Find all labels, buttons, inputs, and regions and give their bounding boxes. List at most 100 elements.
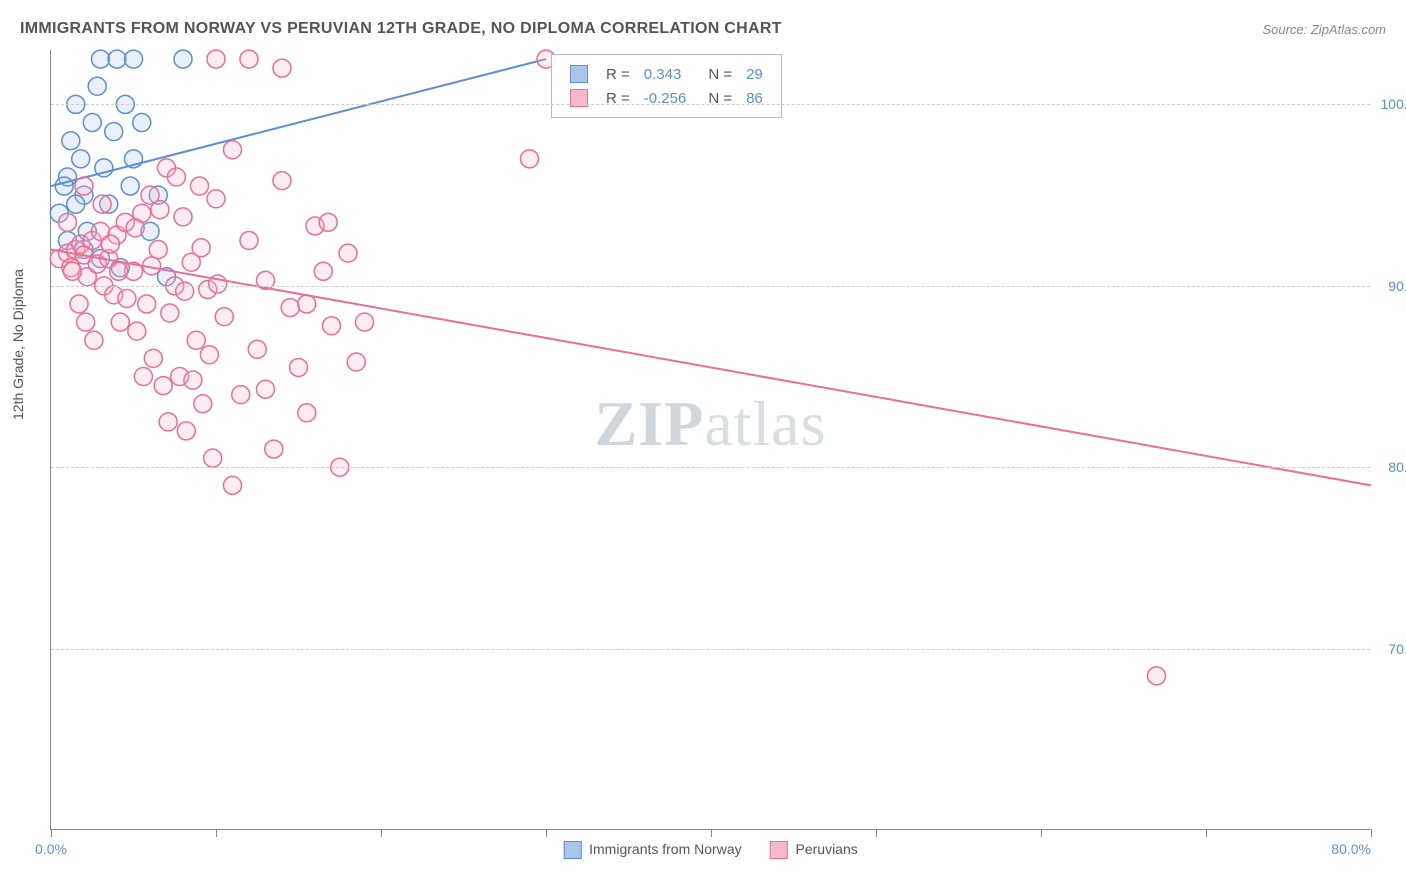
data-point [224,141,242,159]
x-tick [1041,829,1042,837]
data-point [232,386,250,404]
plot-area: ZIPatlas R =0.343N =29R =-0.256N =86 Imm… [50,50,1370,830]
r-label: R = [600,87,636,109]
data-point [149,241,167,259]
data-point [63,262,81,280]
data-point [55,177,73,195]
y-tick-label: 90.0% [1388,278,1406,294]
n-value: 29 [740,63,769,85]
data-point [314,262,332,280]
data-point [70,295,88,313]
data-point [356,313,374,331]
x-tick [711,829,712,837]
legend-swatch [563,841,581,859]
y-tick-label: 80.0% [1388,459,1406,475]
data-point [207,50,225,68]
data-point [273,172,291,190]
data-point [339,244,357,262]
data-point [110,262,128,280]
x-tick [546,829,547,837]
data-point [281,299,299,317]
data-point [93,195,111,213]
source-attribution: Source: ZipAtlas.com [1262,22,1386,37]
data-point [108,50,126,68]
data-point [174,50,192,68]
gridline-h [51,286,1370,287]
data-point [204,449,222,467]
data-point [118,290,136,308]
y-axis-label: 12th Grade, No Diploma [10,269,26,420]
data-point [101,235,119,253]
data-point [77,313,95,331]
legend-item: Immigrants from Norway [563,841,741,857]
gridline-h [51,649,1370,650]
data-point [138,295,156,313]
data-point [215,308,233,326]
data-point [265,440,283,458]
data-point [125,50,143,68]
data-point [75,177,93,195]
data-point [88,77,106,95]
data-point [248,340,266,358]
data-point [83,114,101,132]
data-point [133,114,151,132]
x-tick [1371,829,1372,837]
r-value: 0.343 [638,63,693,85]
data-point [85,331,103,349]
data-point [273,59,291,77]
legend-row: R =-0.256N =86 [564,87,769,109]
data-point [192,239,210,257]
data-point [319,213,337,231]
trend-line [51,59,546,186]
data-point [154,377,172,395]
x-tick-label: 0.0% [35,841,67,857]
data-point [240,231,258,249]
legend-swatch [770,841,788,859]
legend-swatch [570,65,588,83]
legend-item: Peruvians [770,841,858,857]
data-point [126,219,144,237]
data-point [521,150,539,168]
data-point [187,331,205,349]
data-point [298,295,316,313]
data-point [167,168,185,186]
data-point [62,132,80,150]
data-point [194,395,212,413]
series-legend: Immigrants from Norway Peruvians [549,841,872,859]
data-point [200,346,218,364]
data-point [59,213,77,231]
data-point [177,422,195,440]
data-point [159,413,177,431]
gridline-h [51,104,1370,105]
n-label: N = [694,63,738,85]
data-point [191,177,209,195]
data-point [111,313,129,331]
x-tick [216,829,217,837]
x-tick [381,829,382,837]
n-value: 86 [740,87,769,109]
legend-label: Peruvians [795,841,857,857]
data-point [174,208,192,226]
r-value: -0.256 [638,87,693,109]
data-point [161,304,179,322]
x-tick-label: 80.0% [1331,841,1371,857]
data-point [128,322,146,340]
y-tick-label: 100.0% [1381,96,1406,112]
n-label: N = [694,87,738,109]
data-point [323,317,341,335]
data-point [298,404,316,422]
data-point [92,50,110,68]
data-point [207,190,225,208]
data-point [290,358,308,376]
x-tick [51,829,52,837]
data-point [105,123,123,141]
x-tick [1206,829,1207,837]
data-point [121,177,139,195]
data-point [257,380,275,398]
data-point [1148,667,1166,685]
data-point [224,476,242,494]
data-point [134,368,152,386]
data-point [144,349,162,367]
data-point [347,353,365,371]
chart-svg [51,50,1370,829]
